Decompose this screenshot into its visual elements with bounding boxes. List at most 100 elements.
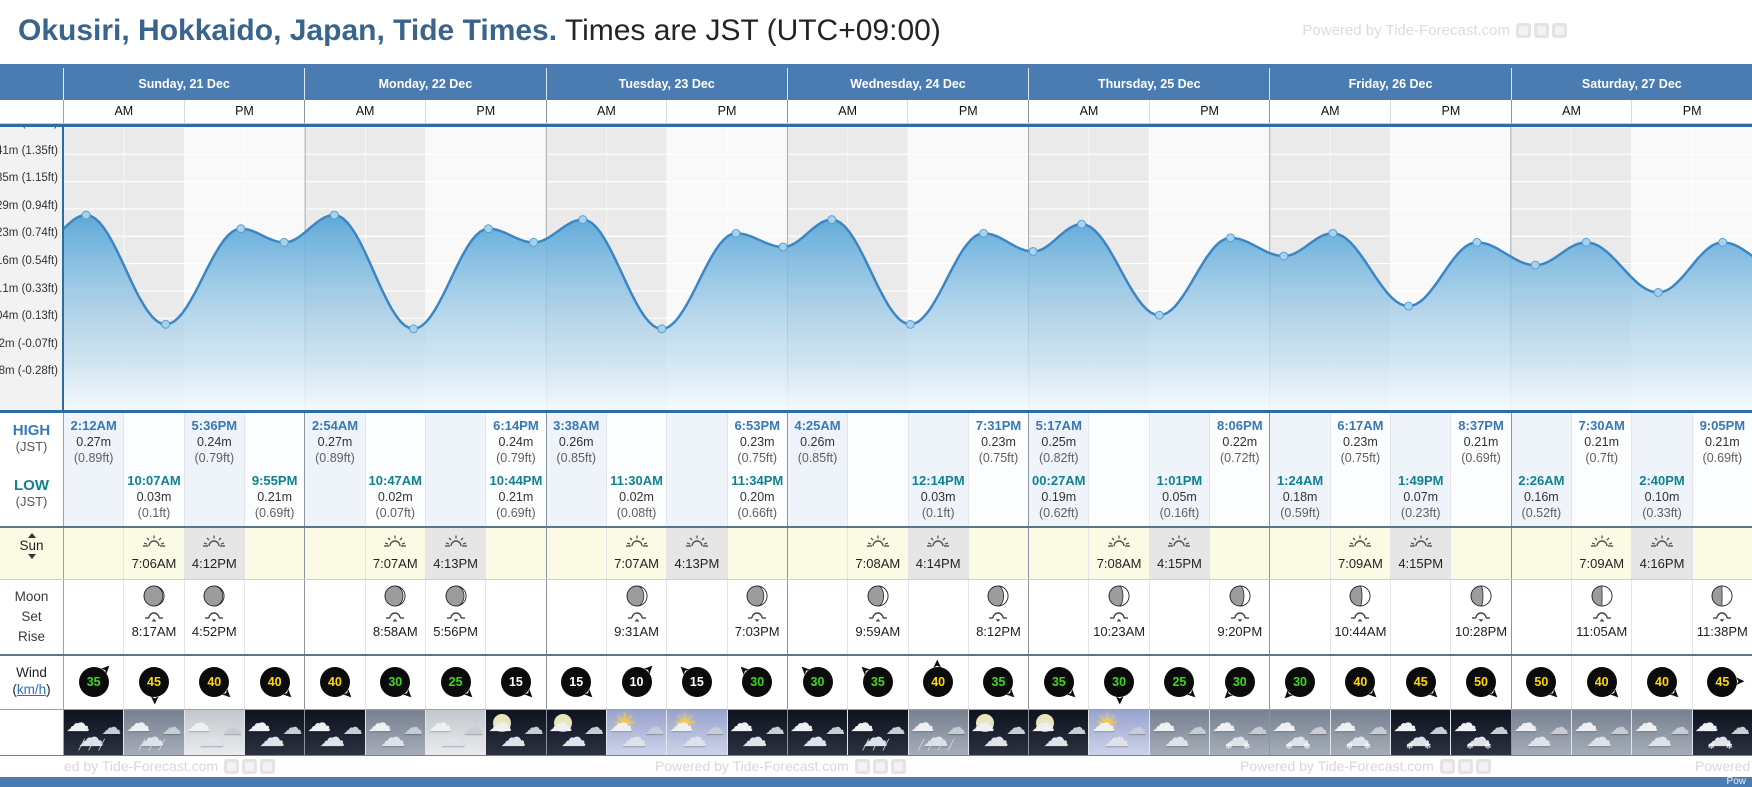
- day-header-wednesday: Wednesday, 24 Dec: [786, 68, 1028, 100]
- wind-day-monday: 40 ➤ 30 ➤ 25 ➤ 15 ➤: [304, 656, 545, 709]
- weather-tile-moon: ☁ ☁ ☁: [1029, 710, 1089, 755]
- high-tide-cell: 7:30AM 0.21m (0.7ft): [1571, 413, 1632, 468]
- cloud-icon: ☁: [789, 710, 814, 737]
- sun-empty-cell: [1511, 528, 1572, 579]
- weather-tile-clouds: ☁ ☁ ☁: [243, 710, 305, 755]
- cloud-icon: ☁: [1368, 717, 1389, 739]
- wind-speed-badge: 45: [138, 667, 169, 697]
- moonrise-icon: [1110, 612, 1129, 622]
- wind-indicator: 45 ➤: [1399, 660, 1443, 704]
- wind-speed-badge: 35: [78, 667, 109, 697]
- moon-cell: 10:23AM: [1088, 580, 1148, 654]
- high-tide-height-ft: (0.75ft): [978, 451, 1019, 465]
- watermark-text: Powered by Tide-Forecast.com: [1302, 22, 1510, 39]
- sunrise-cell: 7:09AM: [1329, 528, 1391, 579]
- sunrise-cell: 7:09AM: [1571, 528, 1632, 579]
- tide-point-low: [1028, 247, 1038, 256]
- sunrise-info: 7:06AM: [124, 528, 183, 571]
- moon-cell: 9:31AM: [605, 580, 666, 654]
- cloud-icon: ☁: [1212, 710, 1237, 737]
- moonset-icon: [748, 612, 767, 622]
- moon-cell: 11:38PM: [1691, 580, 1752, 654]
- moonset-time: 11:38PM: [1696, 624, 1748, 639]
- footer-watermarks: ed by Tide-Forecast.com Powered by Tide-F…: [0, 756, 1752, 777]
- tide-point-low: [279, 237, 289, 247]
- low-tide-cell: [546, 468, 606, 526]
- cloud-icon: ☁: [825, 717, 846, 739]
- high-tide-cell: [1148, 413, 1210, 468]
- moonrise-time: 10:23AM: [1093, 624, 1146, 639]
- cloud-icon: ☁: [1609, 717, 1630, 739]
- weather-tile-snow: ☁ ☁ ☁ ❄ ❄: [1329, 710, 1391, 755]
- wind-indicator: 35 ➤: [72, 660, 116, 704]
- high-tide-entry: 3:38AM 0.26m (0.85ft): [547, 413, 606, 466]
- app-badge-icon: [1475, 758, 1491, 774]
- cloud-icon: ☁: [307, 710, 332, 737]
- cloud-icon: ☁: [1574, 710, 1599, 737]
- tide-point-low: [529, 237, 539, 247]
- sun-day-thursday: 7:08AM 4:15PM: [1028, 528, 1270, 579]
- moon-cell: 4:52PM: [183, 580, 244, 654]
- high-tide-height-m: 0.22m: [1222, 435, 1258, 449]
- powered-by-watermark: Powered by Tide-Forecast.com: [1240, 758, 1491, 774]
- wind-speed-badge: 40: [259, 667, 290, 697]
- high-tide-entry: 8:37PM 0.21m (0.69ft): [1451, 413, 1510, 466]
- low-tide-height-m: 0.19m: [1041, 490, 1077, 504]
- sun-empty-cell: [64, 528, 124, 579]
- weather-tile-clouds: ☁ ☁ ☁: [1511, 710, 1572, 755]
- low-tide-time: 11:30AM: [610, 473, 663, 488]
- sun-row-label: Sun: [0, 528, 64, 579]
- moonrise-icon: [627, 612, 646, 622]
- low-tide-height-ft: (0.69ft): [254, 506, 295, 520]
- wind-arrow-glyph: ➤: [147, 694, 162, 706]
- high-tide-cell: [1270, 413, 1330, 468]
- ampm-label-thursday-pm: PM: [1148, 100, 1270, 123]
- low-tide-height-ft: (0.62ft): [1038, 506, 1079, 520]
- sun-icon: ☀: [673, 710, 697, 738]
- moonset-info: 10:28PM: [1451, 580, 1510, 639]
- moon-cell: [305, 580, 364, 654]
- moonset-info: 4:52PM: [185, 580, 244, 639]
- cloud-icon: ☁: [729, 710, 754, 737]
- low-tide-entry: 12:14PM 0.03m (0.1ft): [909, 468, 968, 521]
- moonset-icon: [446, 612, 465, 622]
- moon-cell: [243, 580, 304, 654]
- wind-cell: 40 ➤: [1631, 656, 1691, 709]
- cloud-icon: ☁: [1586, 722, 1613, 752]
- sunset-icon: [203, 535, 226, 547]
- weather-row: ☁ ☁ ☁ ╱╱╱ ☁ ☁ ☁ ╱╱╱ ☁ ☁ ☁ ☁ ☁ ☁ ☁ ☁ ☁ ☁ ☁ ☁ ☁ ☁ ☁ ☁ ☁ ☁ ☁ ☁ ☁ ☀ ☁ ☁ ☁ ☀ ☁ ☁…: [0, 710, 1752, 756]
- wind-speed-badge: 35: [1043, 667, 1074, 697]
- app-badge-icon: [890, 758, 906, 774]
- title-bar: Okusiri, Hokkaido, Japan, Tide Times. Ti…: [0, 0, 1752, 64]
- wind-cell: 35 ➤: [847, 656, 907, 709]
- wind-cell: 25 ➤: [1148, 656, 1209, 709]
- sunset-time: 4:15PM: [1398, 556, 1444, 571]
- wind-indicator: 15 ➤: [675, 660, 719, 704]
- wind-unit-link[interactable]: km/h: [16, 682, 47, 697]
- low-tide-cell: [666, 468, 727, 526]
- cloud-icon: ☁: [945, 717, 966, 739]
- wind-cell: 15 ➤: [547, 656, 606, 709]
- sun-empty-cell: [546, 528, 606, 579]
- tide-point-high: [731, 228, 741, 238]
- moonrise-info: 9:31AM: [607, 580, 666, 639]
- high-tide-entry: 2:12AM 0.27m (0.89ft): [64, 413, 123, 466]
- wind-row: Wind (km/h) 35 ➤ 45 ➤ 40 ➤ 40 ➤ 40 ➤ 30 ➤ 25 ➤ 15 ➤ 15 ➤ 1…: [0, 656, 1752, 710]
- high-tide-time: 7:31PM: [975, 418, 1022, 433]
- wind-cell: 15 ➤: [666, 656, 726, 709]
- low-tide-cell: 2:40PM 0.10m (0.33ft): [1631, 468, 1692, 526]
- moon-day-saturday: 11:05AM 11:38PM: [1510, 580, 1752, 654]
- day-header-tuesday: Tuesday, 23 Dec: [545, 68, 787, 100]
- high-day-saturday: 7:30AM 0.21m (0.7ft) 9:05PM 0.21m (0.69ft): [1510, 413, 1752, 468]
- high-tide-cell: [364, 413, 425, 468]
- wind-speed-badge: 30: [802, 667, 833, 697]
- cloud-icon: ☁: [427, 710, 452, 737]
- wind-speed-badge: 15: [681, 667, 712, 697]
- moon-cell: [1148, 580, 1209, 654]
- moon-day-sunday: 8:17AM 4:52PM: [64, 580, 304, 654]
- sunrise-cell: 7:08AM: [1088, 528, 1149, 579]
- low-tide-height-ft: (0.16ft): [1159, 506, 1200, 520]
- low-tide-cell: 10:44PM 0.21m (0.69ft): [485, 468, 546, 526]
- cloud-icon: ☁: [1284, 722, 1311, 752]
- high-day-friday: 6:17AM 0.23m (0.75ft) 8:37PM 0.21m (0.69ft): [1269, 413, 1511, 468]
